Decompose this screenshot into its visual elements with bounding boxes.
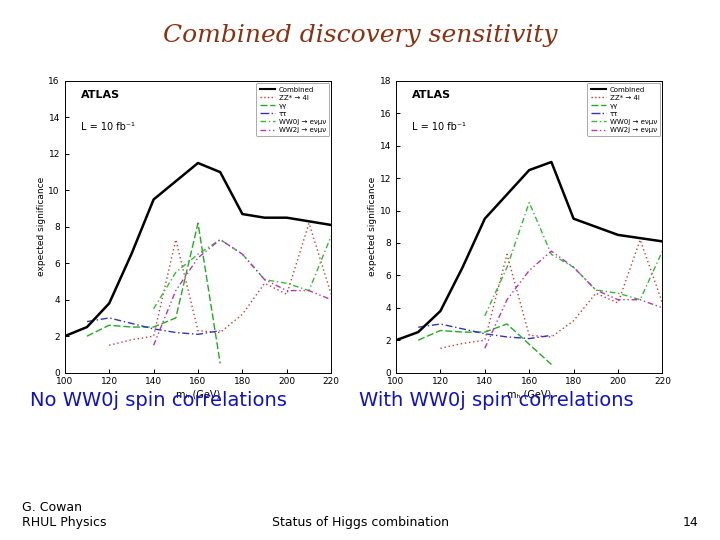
Text: ATLAS: ATLAS — [81, 90, 120, 100]
Text: No WW0j spin correlations: No WW0j spin correlations — [30, 392, 287, 410]
Legend: Combined, ZZ* → 4l, γγ, ττ, WW0j → eνμν, WW2j → eνμν: Combined, ZZ* → 4l, γγ, ττ, WW0j → eνμν,… — [256, 83, 329, 137]
Text: 14: 14 — [683, 516, 698, 529]
X-axis label: mₕ (GeV): mₕ (GeV) — [176, 389, 220, 399]
X-axis label: mₕ (GeV): mₕ (GeV) — [507, 389, 552, 399]
Text: L = 10 fb⁻¹: L = 10 fb⁻¹ — [81, 122, 135, 132]
Y-axis label: expected significance: expected significance — [368, 177, 377, 276]
Text: Status of Higgs combination: Status of Higgs combination — [271, 516, 449, 529]
Text: With WW0j spin correlations: With WW0j spin correlations — [359, 392, 634, 410]
Text: L = 10 fb⁻¹: L = 10 fb⁻¹ — [412, 122, 466, 132]
Y-axis label: expected significance: expected significance — [37, 177, 45, 276]
Legend: Combined, ZZ* → 4l, γγ, ττ, WW0j → eνμν, WW2j → eνμν: Combined, ZZ* → 4l, γγ, ττ, WW0j → eνμν,… — [588, 83, 660, 137]
Text: G. Cowan
RHUL Physics: G. Cowan RHUL Physics — [22, 501, 106, 529]
Text: Combined discovery sensitivity: Combined discovery sensitivity — [163, 24, 557, 48]
Text: ATLAS: ATLAS — [412, 90, 451, 100]
